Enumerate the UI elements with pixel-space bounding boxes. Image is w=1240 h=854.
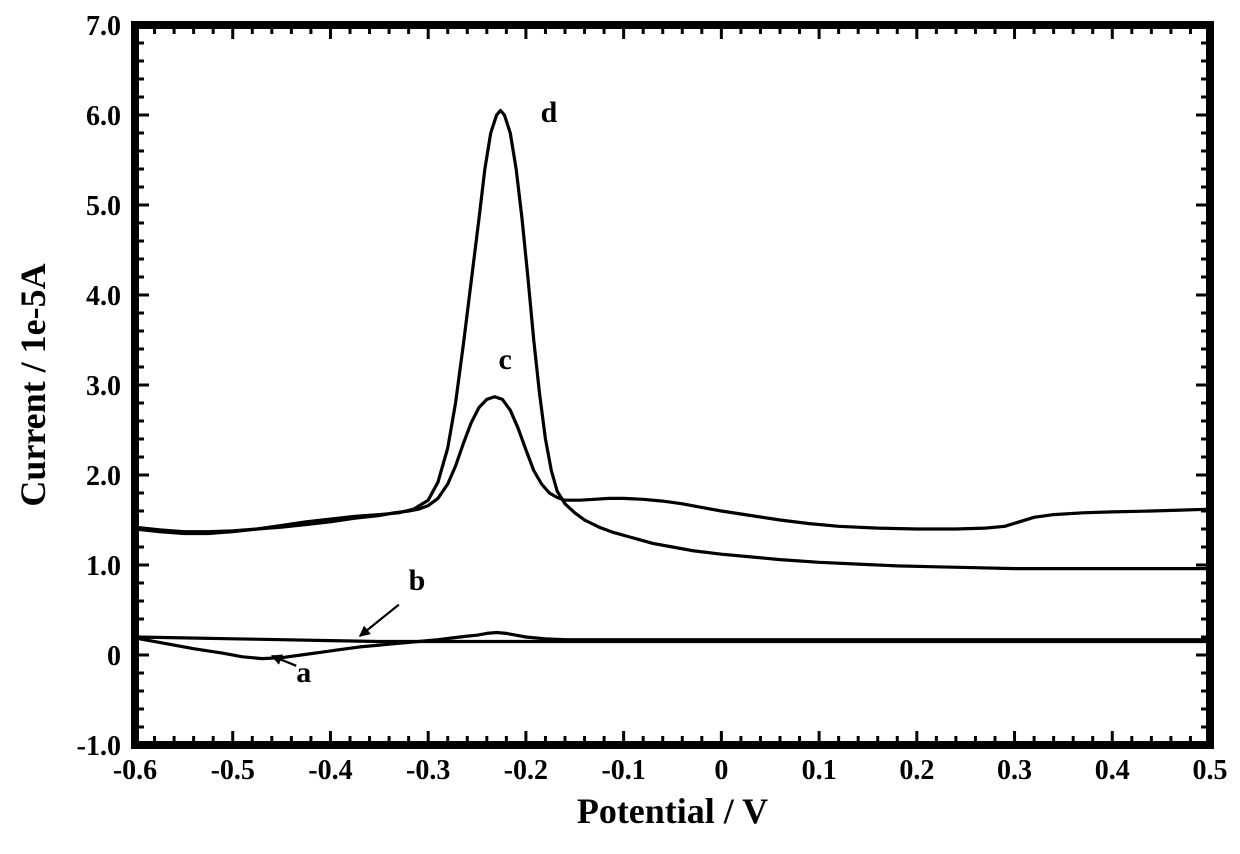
x-tick-label: 0.2 [899, 755, 934, 786]
series-label-b: b [409, 564, 426, 597]
y-tick-label: 5.0 [86, 191, 121, 222]
series-label-a: a [296, 656, 311, 689]
x-tick-label: -0.1 [601, 755, 645, 786]
y-axis-label: Current / 1e-5A [13, 263, 53, 506]
x-tick-label: -0.4 [308, 755, 352, 786]
y-tick-label: 6.0 [86, 101, 121, 132]
y-tick-label: -1.0 [77, 731, 121, 762]
y-tick-label: 4.0 [86, 281, 121, 312]
y-tick-label: 1.0 [86, 551, 121, 582]
y-tick-label: 0 [107, 641, 121, 672]
x-tick-label: -0.3 [406, 755, 450, 786]
x-tick-label: 0.4 [1095, 755, 1130, 786]
series-label-d: d [541, 96, 558, 129]
y-tick-label: 3.0 [86, 371, 121, 402]
y-tick-label: 7.0 [86, 11, 121, 42]
series-label-c: c [499, 343, 512, 376]
x-tick-label: 0 [714, 755, 728, 786]
x-axis-label: Potential / V [577, 791, 768, 831]
y-tick-label: 2.0 [86, 461, 121, 492]
x-tick-label: -0.5 [211, 755, 255, 786]
voltammogram-chart: -0.6-0.5-0.4-0.3-0.2-0.100.10.20.30.40.5… [0, 0, 1240, 854]
x-tick-label: 0.3 [997, 755, 1032, 786]
chart-container: -0.6-0.5-0.4-0.3-0.2-0.100.10.20.30.40.5… [0, 0, 1240, 854]
x-tick-label: 0.1 [802, 755, 837, 786]
x-tick-label: -0.2 [504, 755, 548, 786]
x-tick-label: 0.5 [1193, 755, 1228, 786]
